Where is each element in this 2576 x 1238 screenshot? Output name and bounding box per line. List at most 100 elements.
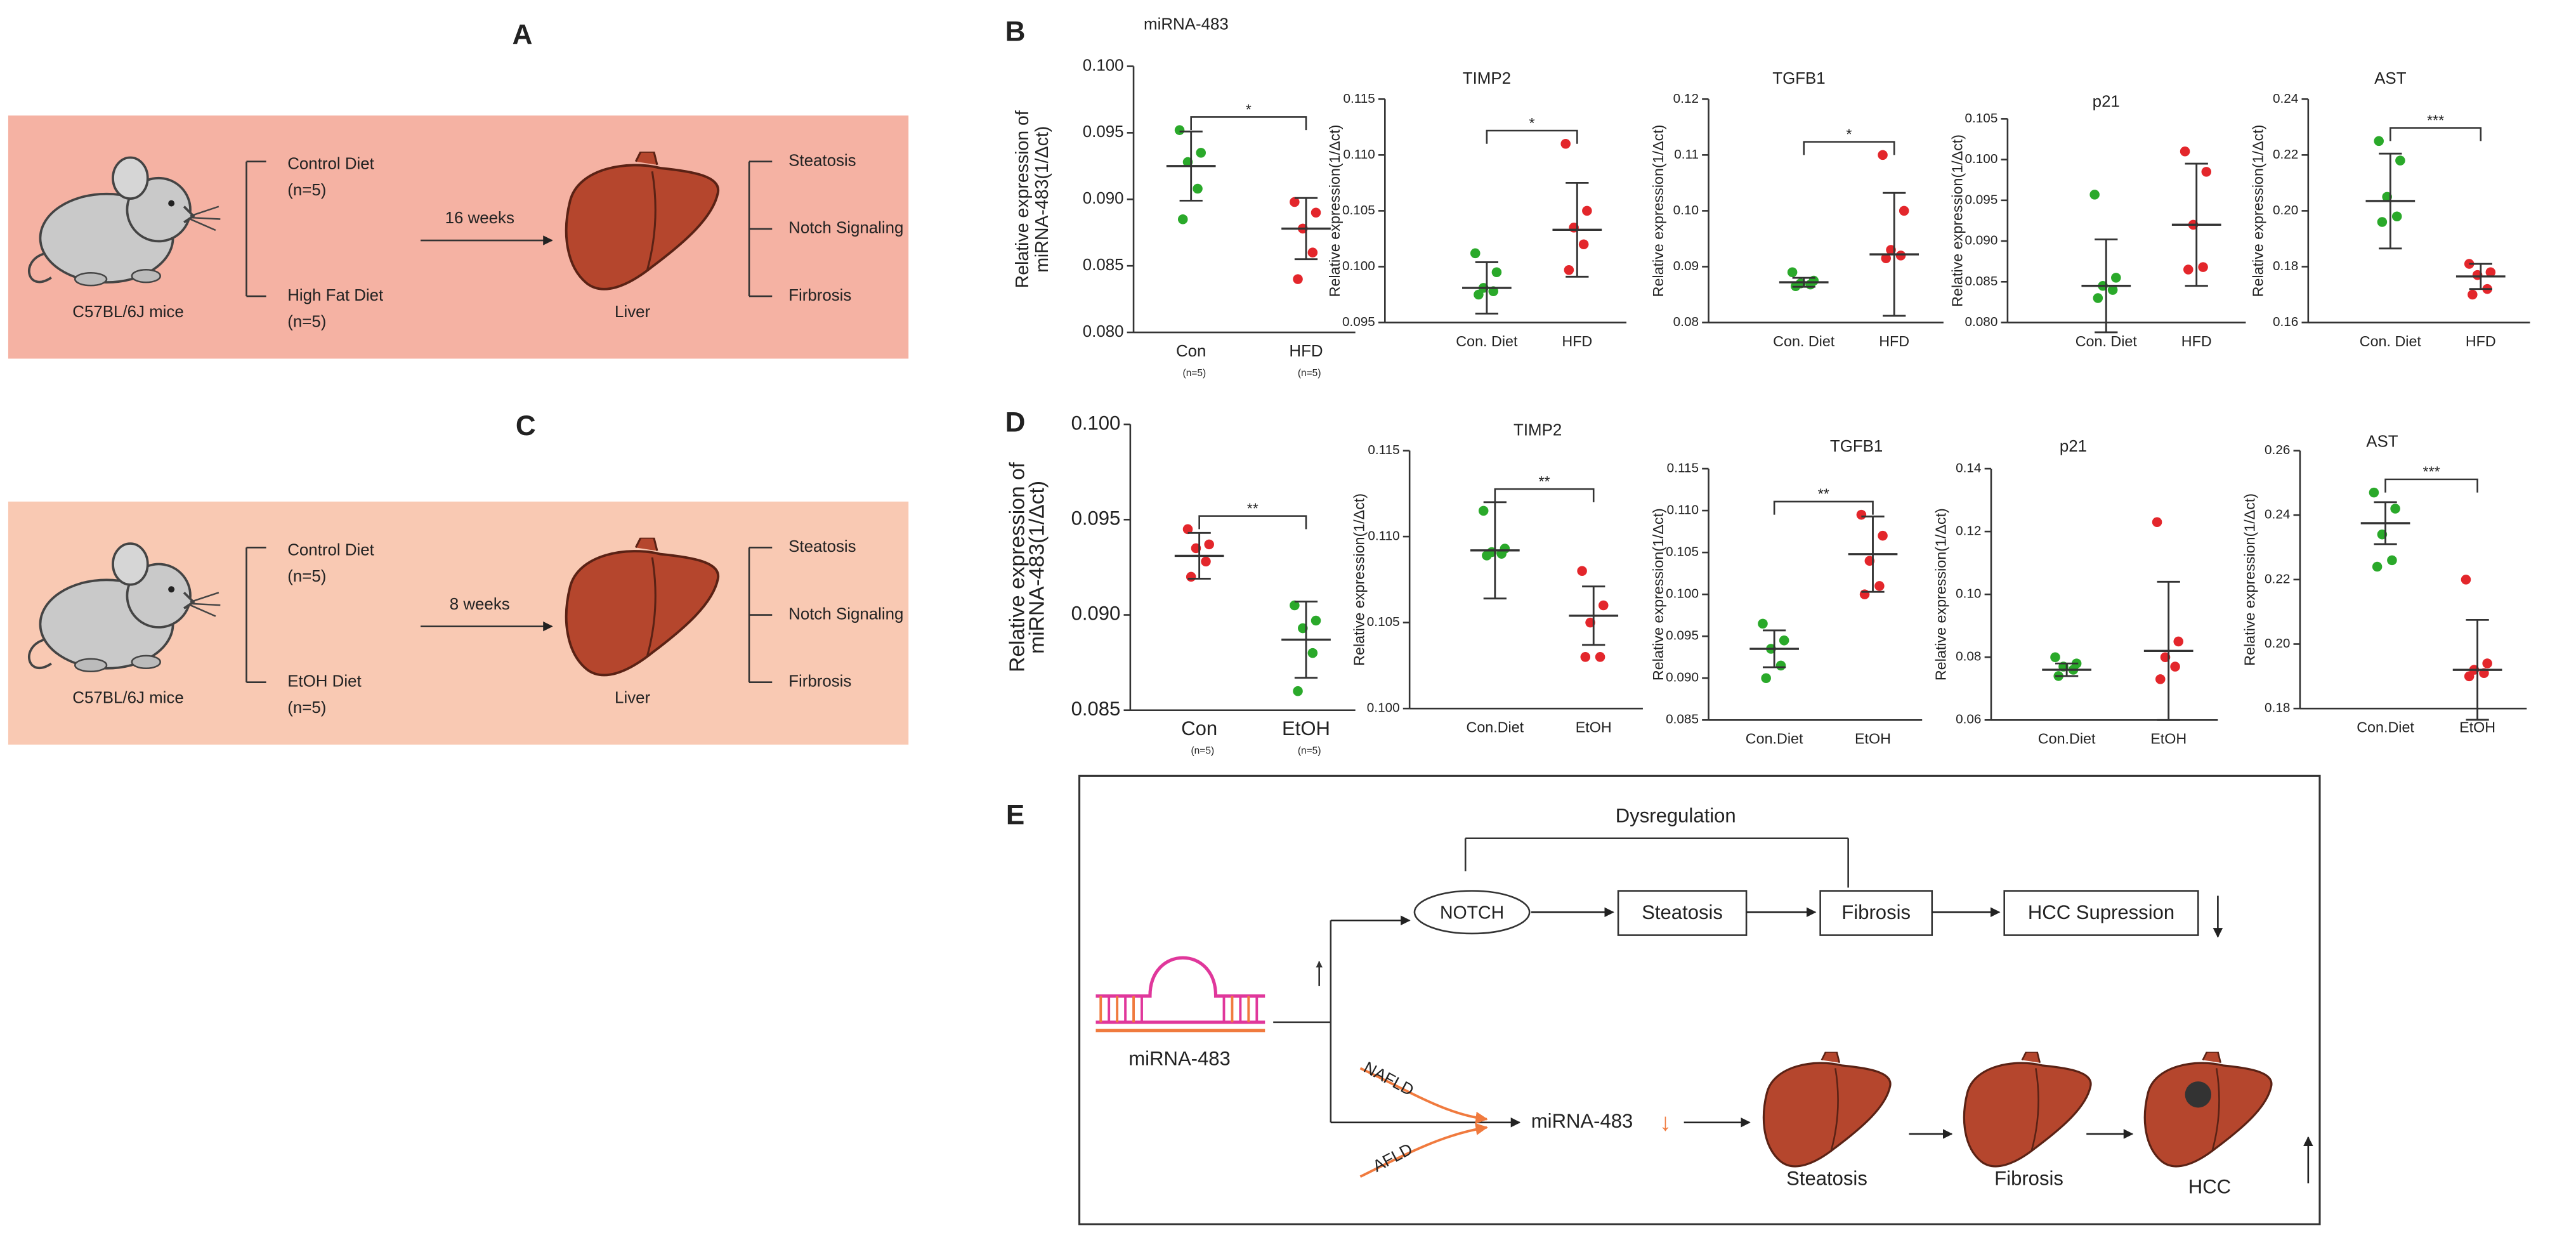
y-tick-label: 0.100 bbox=[1965, 152, 1998, 166]
label: Notch Signaling bbox=[788, 219, 903, 237]
data-point bbox=[1580, 652, 1591, 662]
chart-title: TGFB1 bbox=[1830, 438, 1883, 455]
data-point bbox=[1775, 660, 1786, 671]
y-tick-label: 0.100 bbox=[1367, 701, 1400, 715]
data-point bbox=[2155, 674, 2166, 684]
data-point bbox=[2180, 146, 2190, 157]
label: 8 weeks bbox=[450, 596, 510, 613]
error-bar bbox=[2466, 618, 2489, 721]
significance-bracket bbox=[1773, 500, 1874, 515]
data-point bbox=[1290, 600, 1300, 611]
y-tick-label: 0.12 bbox=[1956, 524, 1981, 538]
y-tick-label: 0.100 bbox=[1083, 56, 1124, 74]
x-tick-label: HFD bbox=[1879, 333, 1909, 349]
label: Steatosis bbox=[1786, 1168, 1867, 1190]
x-tick-label: HFD bbox=[1289, 342, 1323, 360]
data-point bbox=[1307, 247, 1318, 257]
label: Notch Signaling bbox=[788, 605, 903, 623]
data-point bbox=[2391, 211, 2402, 221]
label: HCC bbox=[2188, 1176, 2231, 1198]
y-tick-label: 0.08 bbox=[1956, 649, 1981, 664]
data-point bbox=[1311, 615, 1321, 626]
error-bar bbox=[2095, 238, 2118, 334]
label: miRNA-483 bbox=[1531, 1110, 1633, 1132]
error-bar bbox=[1294, 197, 1318, 261]
x-tick-label: Con. Diet bbox=[1773, 333, 1835, 349]
error-bar bbox=[1883, 192, 1906, 317]
data-point bbox=[2369, 487, 2379, 498]
label: NOTCH bbox=[1440, 902, 1504, 923]
error-bar bbox=[2055, 662, 2079, 677]
data-point bbox=[1899, 205, 1909, 216]
data-point bbox=[1595, 652, 1605, 662]
label: HCC Supression bbox=[2028, 901, 2174, 923]
label: (n=5) bbox=[287, 181, 326, 199]
chart-title: TGFB1 bbox=[1772, 70, 1825, 88]
y-tick-label: 0.105 bbox=[1965, 111, 1998, 126]
data-point bbox=[1856, 509, 1867, 520]
label: Control Diet bbox=[287, 155, 374, 173]
x-tick-note: (n=5) bbox=[1183, 368, 1206, 379]
panel-label: E bbox=[1006, 800, 1024, 831]
data-point bbox=[1578, 239, 1589, 250]
label: Steatosis bbox=[788, 152, 856, 170]
y-tick-label: 0.085 bbox=[1071, 698, 1121, 720]
tumor bbox=[2185, 1081, 2212, 1108]
significance-label: * bbox=[1529, 115, 1535, 131]
y-axis-label: Relative expression(1/Δct) bbox=[1326, 124, 1343, 297]
x-tick-label: EtOH bbox=[1576, 719, 1612, 735]
label: NAFLD bbox=[1361, 1059, 1416, 1100]
significance-label: *** bbox=[2427, 112, 2444, 128]
significance-bracket bbox=[1486, 129, 1578, 144]
liver-icon bbox=[1762, 1052, 1892, 1168]
y-tick-label: 0.110 bbox=[1343, 147, 1375, 162]
y-axis-label: Relative expression(1/Δct) bbox=[1650, 508, 1666, 681]
data-point bbox=[2387, 555, 2397, 566]
data-point bbox=[2111, 273, 2121, 283]
label: (n=5) bbox=[287, 313, 326, 330]
liver-icon bbox=[1963, 1052, 2092, 1168]
y-tick-label: 0.09 bbox=[1673, 259, 1699, 273]
y-tick-label: 0.11 bbox=[1674, 147, 1699, 162]
data-point bbox=[2482, 658, 2492, 668]
y-tick-label: 0.105 bbox=[1342, 203, 1375, 218]
y-tick-label: 0.095 bbox=[1083, 123, 1124, 141]
mirna-icon bbox=[1095, 956, 1265, 1024]
x-tick-label: Con. Diet bbox=[1456, 333, 1518, 349]
label: C57BL/6J mice bbox=[72, 689, 183, 707]
significance-label: *** bbox=[2422, 464, 2440, 480]
data-point bbox=[1758, 618, 1768, 629]
data-point bbox=[1881, 253, 1892, 264]
label: Steatosis bbox=[1642, 901, 1723, 923]
y-tick-label: 0.100 bbox=[1666, 587, 1699, 601]
x-tick-label: EtOH bbox=[2150, 731, 2187, 747]
y-tick-label: 0.06 bbox=[1956, 712, 1981, 727]
label: Control Diet bbox=[287, 541, 374, 559]
y-tick-label: 0.10 bbox=[1956, 587, 1981, 601]
data-point bbox=[1577, 566, 1587, 577]
data-point bbox=[1482, 551, 1492, 561]
y-tick-label: 0.24 bbox=[2273, 91, 2298, 106]
label: (n=5) bbox=[287, 699, 326, 717]
data-point bbox=[2372, 561, 2383, 572]
x-tick-label: EtOH bbox=[1282, 717, 1330, 740]
data-point bbox=[1564, 264, 1574, 275]
step-box bbox=[1819, 890, 1933, 936]
notch-node bbox=[1413, 890, 1531, 935]
error-bar bbox=[2374, 501, 2397, 545]
y-axis-label: Relative expression(1/Δct) bbox=[1949, 134, 1965, 307]
data-point bbox=[2374, 136, 2384, 147]
x-tick-label: HFD bbox=[2181, 333, 2212, 349]
data-point bbox=[1186, 571, 1196, 582]
significance-label: ** bbox=[1818, 486, 1829, 502]
panel-label: B bbox=[1005, 16, 1026, 47]
data-point bbox=[2183, 264, 2194, 275]
significance-bracket bbox=[2384, 478, 2478, 493]
data-point bbox=[2170, 661, 2180, 672]
data-point bbox=[2198, 262, 2208, 272]
y-tick-label: 0.26 bbox=[2265, 443, 2290, 457]
y-axis-label: Relative expression(1/Δct) bbox=[1932, 508, 1949, 681]
y-tick-label: 0.090 bbox=[1666, 670, 1699, 685]
error-bar bbox=[1792, 277, 1815, 288]
data-point bbox=[2173, 636, 2184, 647]
